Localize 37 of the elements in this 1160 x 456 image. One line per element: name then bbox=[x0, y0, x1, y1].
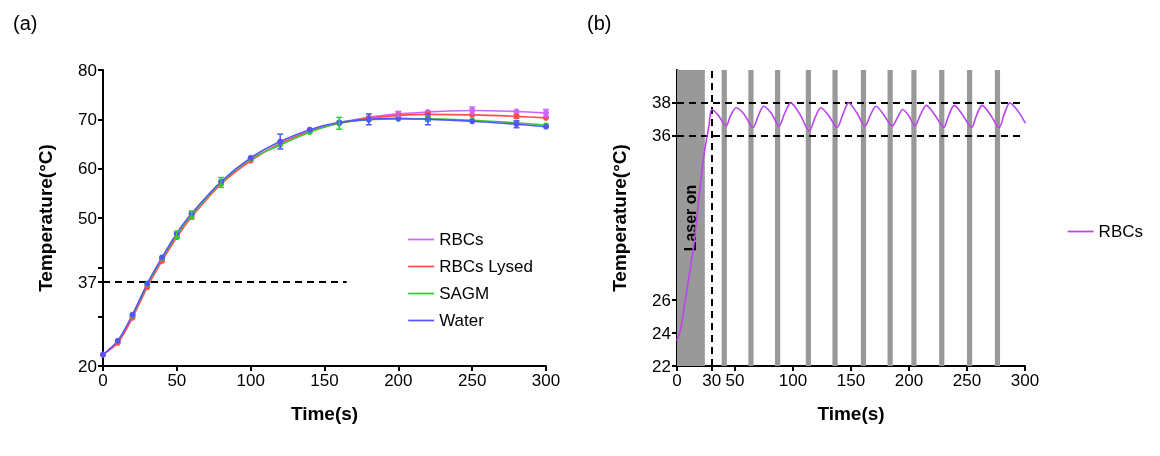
y-tick-label: 22 bbox=[652, 356, 671, 376]
y-tick-label: 60 bbox=[78, 159, 97, 179]
x-axis-title: Time(s) bbox=[290, 403, 359, 424]
x-tick-label: 200 bbox=[384, 371, 413, 390]
y-tick-label: 36 bbox=[652, 126, 671, 146]
y-tick-label: 50 bbox=[78, 208, 97, 228]
y-tick-label: 38 bbox=[652, 93, 671, 113]
x-tick-label: 100 bbox=[236, 371, 265, 390]
x-tick-label: 300 bbox=[531, 371, 561, 390]
legend-label: SAGM bbox=[439, 284, 490, 303]
x-tick-label: 300 bbox=[1010, 371, 1040, 390]
x-tick-label: 250 bbox=[457, 371, 487, 390]
y-tick-label: 26 bbox=[652, 290, 671, 310]
y-tick-label: 24 bbox=[652, 323, 671, 343]
legend-label: RBCs bbox=[439, 230, 484, 249]
y-axis-title: Temperature(°C) bbox=[609, 144, 630, 292]
x-tick-label: 150 bbox=[310, 371, 339, 390]
y-tick-label: 37 bbox=[78, 272, 97, 292]
x-tick-label: 0 bbox=[98, 371, 108, 390]
x-tick-label: 150 bbox=[836, 371, 866, 390]
x-tick-label: 200 bbox=[894, 371, 924, 390]
x-tick-label: 30 bbox=[702, 371, 722, 390]
legend-label: RBCs Lysed bbox=[439, 257, 534, 276]
x-tick-label: 50 bbox=[725, 371, 745, 390]
x-tick-label: 50 bbox=[167, 371, 187, 390]
chart-title: (a) bbox=[13, 12, 38, 34]
y-tick-label: 70 bbox=[78, 109, 97, 129]
x-axis-title: Time(s) bbox=[817, 403, 885, 424]
legend-label: RBCs bbox=[1098, 222, 1144, 241]
x-tick-label: 0 bbox=[672, 371, 682, 390]
y-tick-label: 80 bbox=[78, 60, 97, 80]
y-tick-label: 20 bbox=[78, 356, 97, 376]
chart-title: (b) bbox=[587, 12, 612, 34]
y-axis-title: Temperature(°C) bbox=[35, 144, 56, 292]
x-tick-label: 250 bbox=[952, 371, 982, 390]
x-tick-label: 100 bbox=[778, 371, 808, 390]
legend-label: Water bbox=[439, 311, 485, 330]
